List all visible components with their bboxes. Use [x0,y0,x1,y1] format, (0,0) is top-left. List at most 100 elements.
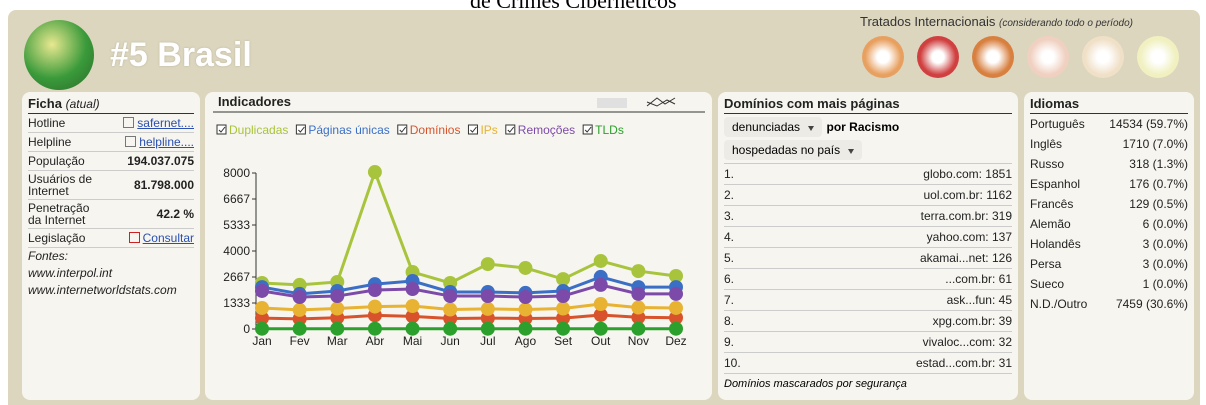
legend-check [584,126,592,133]
ficha-value-text: 81.798.000 [133,178,194,192]
idioma-row: Alemão 6 (0.0%) [1030,214,1188,234]
x-tick-label: Nov [628,334,649,348]
select-type[interactable]: denunciadas [724,117,823,137]
data-point [593,253,608,268]
legend-label: IPs [480,123,497,137]
chart: Indicadores Duplicadas Páginas únicas Domí… [213,94,705,348]
data-point [518,260,533,275]
dominio-name: globo.com: 1851 [923,167,1012,181]
select-host[interactable]: hospedadas no país [724,140,863,160]
data-point [480,301,495,316]
data-point [631,310,646,325]
data-point [518,302,533,317]
treaty-icon [972,36,1014,78]
legend-checkbox[interactable] [397,124,408,135]
link-icon [123,117,135,128]
ficha-value-text: 194.037.075 [127,154,194,168]
ficha-title: Ficha (atual) [28,96,194,114]
legend-checkbox[interactable] [467,124,478,135]
idioma-count: 3 (0.0%) [1142,237,1188,251]
y-tick-label: 4000 [223,244,250,258]
idioma-row: Português 14534 (59.7%) [1030,114,1188,134]
data-point [292,321,307,336]
x-tick-label: Ago [515,334,537,348]
data-point [593,297,608,312]
data-point [631,321,646,336]
dominio-rank: 5. [724,251,735,265]
idiomas-rows: Português 14534 (59.7%) Inglês 1710 (7.0%) R… [1030,114,1188,314]
data-point [443,289,458,304]
dominio-name: akamai...net: 126 [919,251,1012,265]
dominio-rank: 4. [724,230,735,244]
dominio-name: yahoo.com: 137 [926,230,1012,244]
ficha-row: Helpline helpline.... [28,133,194,152]
data-point [669,286,683,301]
legend-checkbox[interactable] [295,124,306,135]
dominio-rank: 1. [724,167,735,181]
ficha-link[interactable]: Consultar [142,231,194,245]
idioma-name: Francês [1030,197,1074,211]
ficha-title-text: Ficha [28,96,62,111]
treaty-icon [1027,36,1069,78]
treaties-label: Tratados Internacionais [860,14,996,29]
data-point [367,283,382,297]
ficha-value-text: 42.2 % [156,207,194,221]
data-point [669,310,683,325]
treaty-icon [1082,36,1124,78]
ficha-label: População [28,154,85,168]
treaties-note: (considerando todo o período) [999,18,1133,29]
dominio-row: 6. ...com.br: 61 [724,269,1012,290]
select-host-text: hospedadas no país [732,143,841,157]
bar-icon[interactable] [597,98,627,108]
link-icon [125,136,137,147]
ficha-row: Hotline safernet.... [28,114,194,133]
data-point [631,264,646,279]
dominios-panel: Domínios com mais páginas denunciadas po… [718,92,1018,400]
data-point [405,321,420,336]
data-point [443,302,458,317]
link-icon [128,232,140,243]
x-tick-label: Mai [403,334,422,348]
ficha-link[interactable]: helpline.... [139,135,194,149]
sources: www.interpol.int www.internetworldstats.c… [28,265,194,299]
data-point [367,321,382,336]
legend-checkbox[interactable] [582,124,593,135]
ficha-label: Hotline [28,116,66,130]
data-point [480,289,495,304]
dominio-row: 5. akamai...net: 126 [724,248,1012,269]
idioma-row: Russo 318 (1.3%) [1030,154,1188,174]
line-icon[interactable] [646,97,676,107]
legend-checkbox[interactable] [505,124,516,135]
ficha-link[interactable]: safernet.... [137,116,194,130]
x-tick-label: Out [591,334,611,348]
dominio-row: 8. xpg.com.br: 39 [724,311,1012,332]
dominio-row: 3. terra.com.br: 319 [724,206,1012,227]
filter-by: por Racismo [826,120,900,134]
dominio-rank: 9. [724,335,735,349]
x-tick-label: Jun [441,334,460,348]
data-point [518,290,533,305]
dominio-rank: 3. [724,209,735,223]
data-point [255,283,269,298]
data-point [330,289,345,304]
x-tick-label: Jul [480,334,495,348]
legend-checkbox[interactable] [216,124,227,135]
data-point [255,300,269,315]
flag-icon [24,20,94,90]
dominio-rank: 7. [724,293,735,307]
data-point [367,165,382,180]
series-line [261,313,677,321]
select-type-text: denunciadas [732,120,801,134]
series-line [261,167,677,287]
legend-label: Duplicadas [229,123,288,137]
dominio-row: 2. uol.com.br: 1162 [724,185,1012,206]
ficha-value: helpline.... [125,135,194,149]
data-point [480,257,495,272]
ficha-label: Legislação [28,231,86,245]
ficha-row: Penetração da Internet 42.2 % [28,200,194,229]
data-point [556,289,571,304]
source: www.internetworldstats.com [28,283,177,297]
idioma-name: Espanhol [1030,177,1081,191]
data-point [556,321,571,336]
